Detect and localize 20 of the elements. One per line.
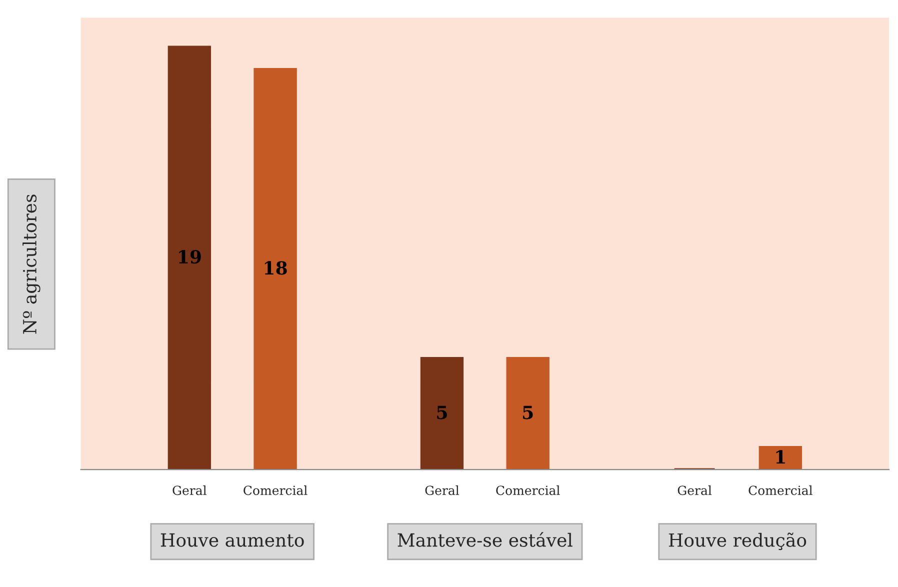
text: Geral — [678, 485, 712, 496]
data-label: 5 — [437, 406, 447, 420]
text: Comercial — [748, 485, 812, 496]
bar — [758, 446, 802, 470]
x-tick-label: Houve redução — [668, 532, 806, 550]
series-label: Geral — [172, 485, 206, 496]
bar — [506, 357, 550, 470]
data-label: 19 — [179, 250, 201, 264]
data-label: 5 — [523, 406, 533, 420]
data-label: 18 — [264, 261, 287, 275]
text: Geral — [425, 485, 460, 496]
data-label: 1 — [776, 450, 785, 464]
bar — [254, 68, 297, 470]
bar — [168, 46, 212, 470]
x-tick-label: Houve aumento — [160, 533, 304, 547]
text: Comercial — [244, 485, 308, 496]
y-axis-title: Nº agricultores — [22, 194, 40, 334]
x-tick-label: Manteve-se estável — [398, 532, 572, 547]
bar — [420, 357, 464, 470]
series-label: Comercial — [496, 485, 560, 496]
